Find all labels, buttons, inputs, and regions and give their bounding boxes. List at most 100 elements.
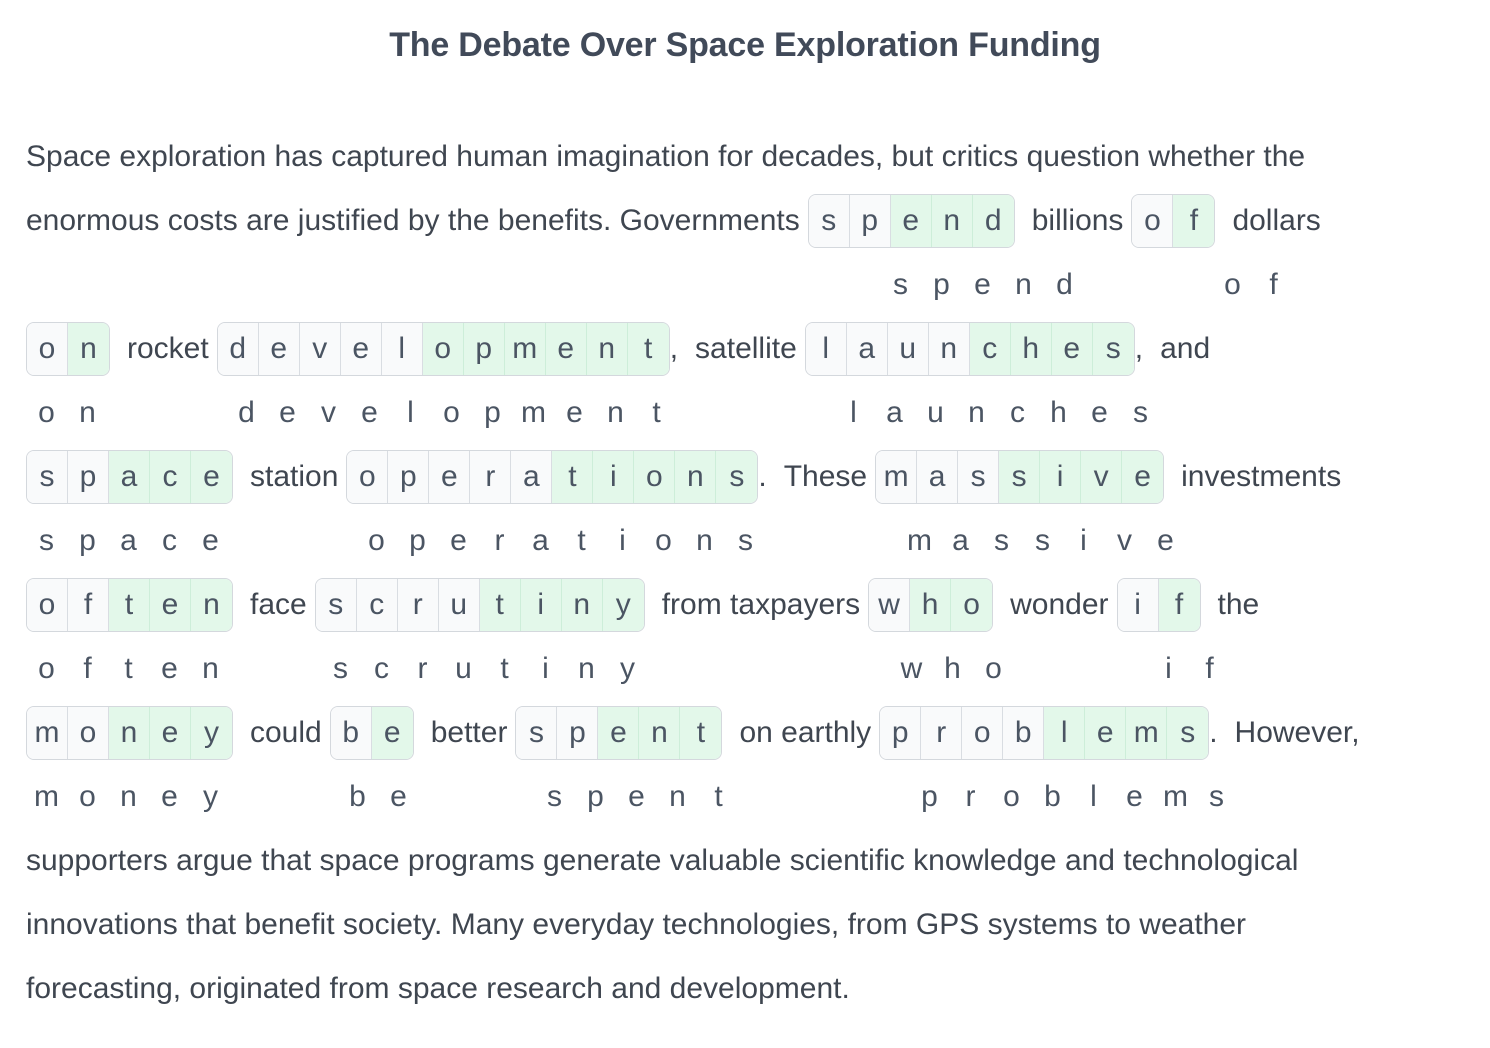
letter-cell[interactable]: t [552,451,594,503]
letter-cell[interactable]: o [422,323,464,375]
letter-cell[interactable]: c [356,579,398,631]
letter-cell[interactable]: a [846,323,888,375]
letter-cell[interactable]: e [890,195,932,247]
letter-cell[interactable]: h [1010,323,1052,375]
letter-cell[interactable]: p [68,451,109,503]
letter-cell[interactable]: n [931,195,973,247]
letter-cell[interactable]: s [1092,323,1134,375]
letter-cell[interactable]: o [27,579,68,631]
letter-cell[interactable]: o [634,451,676,503]
letter-cell[interactable]: h [910,579,952,631]
letter-cell[interactable]: e [371,707,413,759]
letter-cell[interactable]: a [109,451,150,503]
letter-cell[interactable]: p [463,323,505,375]
letter-cell[interactable]: c [150,451,191,503]
letter-cell[interactable]: n [675,451,717,503]
letter-cell[interactable]: a [511,451,553,503]
letter-cell[interactable]: s [808,195,850,247]
letter-cell[interactable]: y [191,707,232,759]
letter-cell[interactable]: v [299,323,341,375]
letter-cell[interactable]: v [1081,451,1123,503]
letter-cell[interactable]: p [880,707,922,759]
letter-cell[interactable]: o [951,579,993,631]
letter-cell[interactable]: b [330,707,372,759]
letter-cell[interactable]: n [586,323,628,375]
letter-cell[interactable]: e [150,707,191,759]
letter-cell[interactable]: e [545,323,587,375]
letter-cell[interactable]: s [958,451,1000,503]
letter-cell[interactable]: d [217,323,259,375]
letter-cell[interactable]: n [68,323,109,375]
letter-cell[interactable]: s [315,579,357,631]
letter-cell[interactable]: d [972,195,1014,247]
letter-cell[interactable]: n [109,707,150,759]
letter-cell[interactable]: l [805,323,847,375]
letter-cell[interactable]: i [1040,451,1082,503]
letter-cell[interactable]: e [150,579,191,631]
letter-cell[interactable]: l [381,323,423,375]
letter-cell[interactable]: f [1158,579,1200,631]
letter-cell[interactable]: s [1167,707,1209,759]
letter-cell[interactable]: m [1126,707,1168,759]
letter-cell[interactable]: e [1051,323,1093,375]
letter-cell[interactable]: n [639,707,681,759]
letter-cell[interactable]: o [347,451,389,503]
letter-cell[interactable]: o [27,323,68,375]
letter-cell[interactable]: t [680,707,722,759]
letter-cell[interactable]: t [479,579,521,631]
letter-cell[interactable]: e [258,323,300,375]
letter-cell[interactable]: e [429,451,471,503]
letter-cell[interactable]: n [191,579,232,631]
letter-cell[interactable]: e [1122,451,1164,503]
letter-cell[interactable]: u [438,579,480,631]
letter-cell[interactable]: f [68,579,109,631]
letter-cell[interactable]: b [1003,707,1045,759]
letter-cell[interactable]: p [557,707,599,759]
letter-cell[interactable]: l [1044,707,1086,759]
letter-cell[interactable]: t [627,323,669,375]
letter-cell[interactable]: y [602,579,644,631]
letter-cell[interactable]: i [520,579,562,631]
letter-cell[interactable]: m [27,707,68,759]
letter-cell[interactable]: r [470,451,512,503]
letter-cell[interactable]: o [68,707,109,759]
letter-cell[interactable]: o [962,707,1004,759]
letter-cell[interactable]: s [27,451,68,503]
letter-cell[interactable]: o [1132,195,1174,247]
letter-cell[interactable]: s [999,451,1041,503]
letter-cell[interactable]: r [397,579,439,631]
letter-cell[interactable]: i [593,451,635,503]
letter-cell[interactable]: c [969,323,1011,375]
letter-cell[interactable]: t [109,579,150,631]
letter-cell[interactable]: p [849,195,891,247]
letter-cell[interactable]: m [876,451,918,503]
letter-cell[interactable]: s [716,451,758,503]
letter-cell[interactable]: e [598,707,640,759]
letter-cell[interactable]: e [1085,707,1127,759]
letter-cell[interactable]: s [516,707,558,759]
letter-cell[interactable]: i [1117,579,1159,631]
letter-cell[interactable]: r [921,707,963,759]
letter-cell[interactable]: e [191,451,232,503]
letter-cell[interactable]: f [1173,195,1215,247]
letter-cell[interactable]: w [869,579,911,631]
letter-cell[interactable]: m [504,323,546,375]
letter-cell[interactable]: a [917,451,959,503]
letter-cell[interactable]: p [388,451,430,503]
